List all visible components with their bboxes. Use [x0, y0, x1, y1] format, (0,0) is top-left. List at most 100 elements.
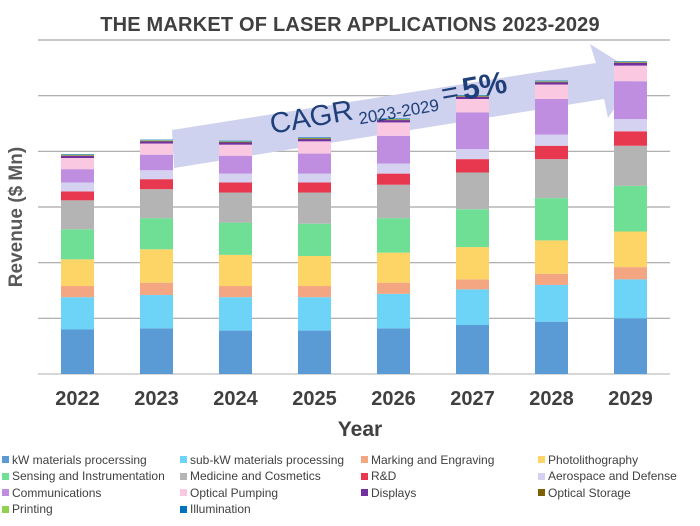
legend-item: Displays	[361, 485, 538, 501]
legend-label: Optical Pumping	[190, 485, 279, 500]
bar-segment	[140, 139, 173, 141]
bar-segment	[535, 81, 568, 83]
bar-segment	[377, 135, 410, 164]
bar-segment	[298, 173, 331, 183]
bar-segment	[140, 282, 173, 295]
bar-segment	[219, 141, 252, 143]
bar-segment	[456, 112, 489, 150]
bar-segment	[298, 141, 331, 154]
bar-segment	[614, 62, 647, 63]
bar-segment	[219, 192, 252, 223]
bar-segment	[219, 286, 252, 298]
bar-segment	[377, 119, 410, 121]
x-tick-label: 2028	[529, 388, 574, 410]
bar-segment	[61, 158, 94, 170]
legend-item: Optical Pumping	[180, 485, 361, 501]
bar-segment	[614, 61, 647, 62]
bar-segment	[377, 119, 410, 120]
chart-title: THE MARKET OF LASER APPLICATIONS 2023-20…	[100, 14, 600, 36]
bar-segment	[614, 279, 647, 319]
legend-item: Illumination	[180, 502, 361, 518]
legend-swatch	[180, 456, 187, 464]
bar-segment	[140, 179, 173, 190]
bar-segment	[377, 328, 410, 374]
bar-segment	[298, 286, 331, 298]
bar-segment	[456, 289, 489, 326]
legend-label: sub-kW materials processing	[190, 452, 345, 467]
bar-segment	[535, 134, 568, 146]
bar-segment	[140, 189, 173, 219]
bar-segment	[219, 330, 252, 374]
bar-segment	[614, 267, 647, 280]
cagr-equals: =	[438, 76, 462, 111]
legend-label: Optical Storage	[548, 485, 631, 500]
bar-segment	[61, 229, 94, 260]
x-tick-label: 2027	[450, 388, 495, 410]
bar-segment	[140, 140, 173, 142]
bar-segment	[298, 330, 331, 374]
bar-segment	[298, 137, 331, 139]
legend-swatch	[538, 472, 545, 480]
bar-segment	[535, 273, 568, 285]
bar-segment	[614, 65, 647, 82]
legend-item: Optical Storage	[538, 485, 698, 501]
bar-segment	[535, 80, 568, 82]
bar-segment	[219, 155, 252, 174]
bar-segment	[140, 143, 173, 155]
bar-segment	[298, 223, 331, 256]
bar-segment	[61, 259, 94, 287]
bar-segment	[456, 159, 489, 173]
bar-segment	[456, 209, 489, 248]
bar-segment	[614, 145, 647, 186]
bar-segment	[377, 218, 410, 253]
bar-segment	[614, 62, 647, 66]
legend-swatch	[361, 472, 368, 480]
bar-segment	[535, 84, 568, 100]
legend-item: Aerospace and Defense	[538, 469, 698, 485]
bar-stacks	[61, 61, 647, 374]
bar-segment	[456, 95, 489, 97]
bar-segment	[61, 329, 94, 374]
bar-segment	[298, 138, 331, 140]
bar-segment	[219, 141, 252, 142]
bar-segment	[61, 182, 94, 192]
bar-segment	[61, 297, 94, 330]
bar-segment	[614, 119, 647, 132]
bar-segment	[614, 81, 647, 120]
bar-segment	[140, 249, 173, 283]
legend-item: Medicine and Cosmetics	[180, 469, 361, 485]
legend-swatch	[180, 489, 187, 497]
x-axis-ticks: 2022 2023 2024 2025 2026 2027 2028 2029	[55, 388, 653, 410]
bar-segment	[377, 122, 410, 136]
bar-segment	[535, 81, 568, 82]
legend-swatch	[538, 489, 545, 497]
legend-swatch	[361, 456, 368, 464]
bar-segment	[298, 139, 331, 142]
bar-segment	[535, 198, 568, 241]
bar-stack-2023	[140, 139, 173, 374]
legend-swatch	[2, 456, 9, 464]
bar-stack-2029	[614, 61, 647, 374]
x-tick-label: 2029	[608, 388, 653, 410]
legend-item: Printing	[2, 502, 180, 518]
bar-segment	[456, 96, 489, 97]
bar-segment	[140, 141, 173, 144]
bar-segment	[614, 231, 647, 268]
bar-segment	[298, 137, 331, 138]
legend-label: kW materials procerssing	[12, 452, 147, 467]
legend-swatch	[538, 456, 545, 464]
bar-stack-2027	[456, 95, 489, 374]
bar-segment	[535, 99, 568, 135]
bar-segment	[61, 286, 94, 298]
legend-label: Aerospace and Defense	[548, 469, 677, 484]
bar-segment	[140, 170, 173, 180]
bar-segment	[298, 153, 331, 174]
legend-label: Printing	[12, 502, 53, 517]
bar-segment	[219, 182, 252, 193]
bar-segment	[535, 159, 568, 199]
x-tick-label: 2023	[134, 388, 179, 410]
bar-segment	[140, 140, 173, 141]
legend-label: R&D	[371, 469, 397, 484]
bar-segment	[614, 185, 647, 232]
